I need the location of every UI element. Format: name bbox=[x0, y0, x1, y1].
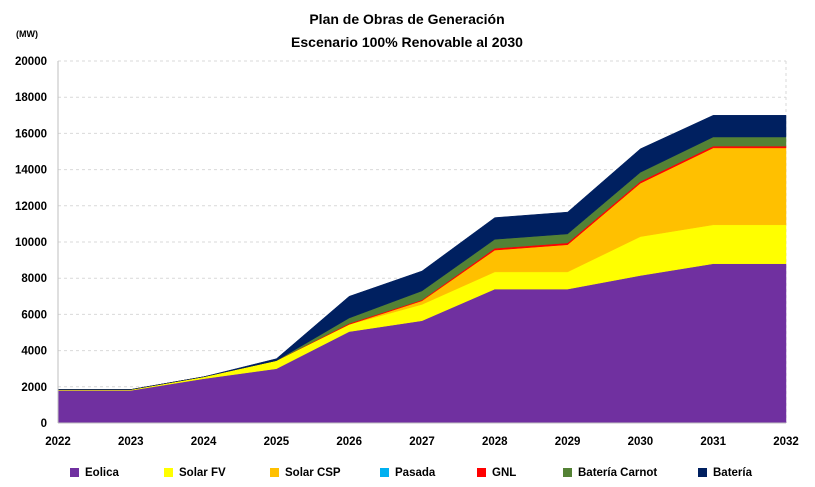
x-tick-label: 2031 bbox=[700, 436, 726, 448]
legend-swatch bbox=[164, 468, 173, 477]
x-tick-label: 2030 bbox=[628, 436, 654, 448]
legend-label: Solar CSP bbox=[285, 467, 341, 479]
y-tick-label: 2000 bbox=[21, 382, 47, 394]
y-tick-label: 4000 bbox=[21, 346, 47, 358]
legend-item: Eolica bbox=[70, 467, 119, 479]
legend-item: Pasada bbox=[380, 467, 436, 479]
x-tick-label: 2026 bbox=[336, 436, 362, 448]
y-tick-label: 8000 bbox=[21, 273, 47, 285]
legend-item: Batería Carnot bbox=[563, 467, 657, 479]
legend-item: Batería bbox=[698, 467, 753, 479]
axes: 0 2000 4000 6000 8000 10000 12000 14000 16000 180… bbox=[15, 56, 799, 448]
legend: Eolica Solar FV Solar CSP Pasada GNL Batería … bbox=[70, 467, 753, 479]
x-tick-label: 2022 bbox=[45, 436, 71, 448]
chart-title: Plan de Obras de Generación bbox=[309, 11, 504, 27]
legend-swatch bbox=[380, 468, 389, 477]
legend-item: GNL bbox=[477, 467, 516, 479]
x-tick-label: 2029 bbox=[555, 436, 581, 448]
y-tick-label: 0 bbox=[41, 418, 47, 430]
y-tick-label: 6000 bbox=[21, 309, 47, 321]
y-unit-label: (MW) bbox=[16, 29, 38, 39]
legend-label: Pasada bbox=[395, 467, 436, 479]
legend-swatch bbox=[563, 468, 572, 477]
legend-label: Solar FV bbox=[179, 467, 226, 479]
y-tick-label: 10000 bbox=[15, 237, 47, 249]
legend-item: Solar CSP bbox=[270, 467, 341, 479]
y-tick-label: 18000 bbox=[15, 92, 47, 104]
area-bater-a bbox=[58, 115, 787, 390]
chart-subtitle: Escenario 100% Renovable al 2030 bbox=[291, 34, 523, 50]
legend-label: Eolica bbox=[85, 467, 119, 479]
legend-label: Batería bbox=[713, 467, 753, 479]
legend-swatch bbox=[477, 468, 486, 477]
x-tick-label: 2028 bbox=[482, 436, 508, 448]
legend-swatch bbox=[698, 468, 707, 477]
x-tick-label: 2027 bbox=[409, 436, 435, 448]
y-tick-label: 12000 bbox=[15, 201, 47, 213]
x-tick-label: 2024 bbox=[191, 436, 217, 448]
legend-label: Batería Carnot bbox=[578, 467, 657, 479]
series-areas bbox=[57, 115, 787, 424]
y-tick-label: 16000 bbox=[15, 128, 47, 140]
x-tick-label: 2025 bbox=[264, 436, 290, 448]
x-tick-label: 2032 bbox=[773, 436, 799, 448]
legend-swatch bbox=[270, 468, 279, 477]
y-tick-label: 14000 bbox=[15, 165, 47, 177]
y-tick-label: 20000 bbox=[15, 56, 47, 68]
legend-item: Solar FV bbox=[164, 467, 226, 479]
legend-swatch bbox=[70, 468, 79, 477]
legend-label: GNL bbox=[492, 467, 516, 479]
x-tick-label: 2023 bbox=[118, 436, 144, 448]
